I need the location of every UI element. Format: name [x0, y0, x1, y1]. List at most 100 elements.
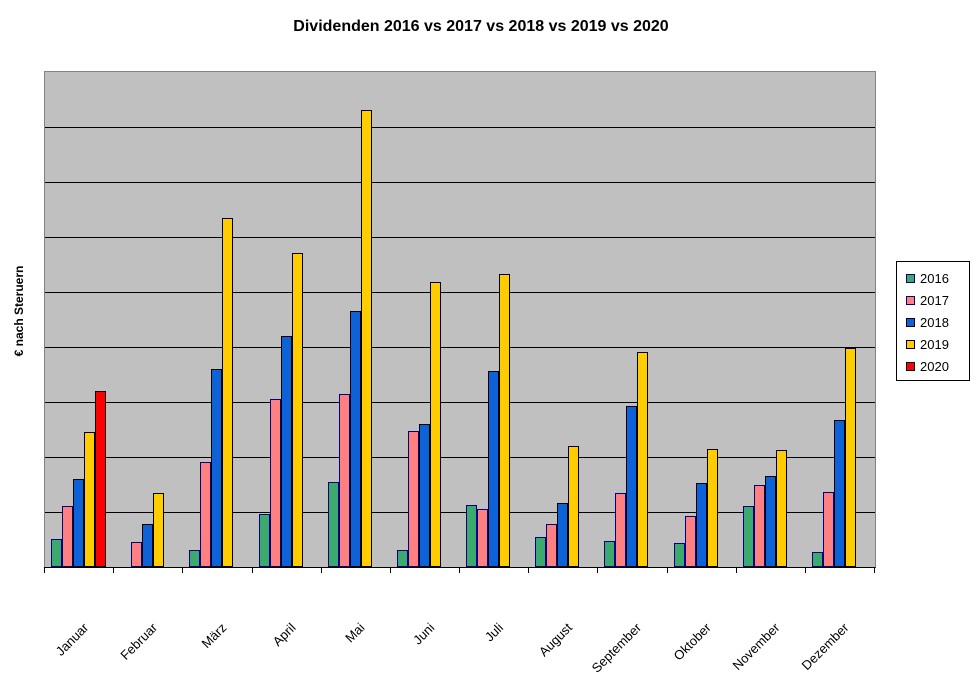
bar-2019-mai — [360, 110, 372, 567]
legend-swatch-2020 — [906, 361, 915, 371]
plot-area — [44, 71, 876, 568]
legend-swatch-2017 — [906, 295, 915, 305]
legend-swatch-2019 — [906, 339, 915, 349]
bar-2016-juli — [466, 505, 477, 567]
legend-item-2017: 2017 — [906, 289, 969, 311]
bar-2017-januar — [62, 506, 73, 567]
legend-item-2020: 2020 — [906, 355, 969, 377]
x-axis-tick — [320, 567, 322, 573]
x-label-oktober: Oktober — [670, 620, 714, 664]
bar-2019-august — [568, 446, 580, 567]
bar-2019-oktober — [706, 449, 718, 567]
bar-2017-oktober — [684, 516, 696, 567]
bar-2017-m-rz — [200, 462, 212, 567]
bar-2018-september — [626, 406, 638, 567]
bar-2017-august — [546, 524, 558, 567]
gridline — [45, 237, 875, 238]
x-label-m-rz: März — [198, 620, 230, 652]
legend-item-2018: 2018 — [906, 311, 969, 333]
x-axis-tick — [182, 567, 184, 573]
gridline — [45, 292, 875, 293]
x-label-januar: Januar — [52, 620, 92, 659]
legend-item-2016: 2016 — [906, 267, 969, 289]
x-label-september: September — [588, 620, 645, 676]
bar-2016-oktober — [673, 543, 685, 567]
bar-2018-november — [764, 476, 776, 567]
bar-2019-september — [637, 352, 649, 567]
bar-2016-juni — [396, 550, 408, 567]
legend-swatch-2018 — [906, 317, 915, 327]
x-label-august: August — [536, 620, 576, 660]
bar-2017-februar — [131, 542, 143, 567]
bar-2018-april — [280, 336, 292, 567]
bar-2018-juni — [418, 424, 430, 567]
x-axis-tick — [459, 567, 460, 573]
bar-2017-juli — [477, 509, 488, 567]
legend: 2016 2017 2018 2019 2020 — [896, 261, 970, 381]
y-axis-title: € nach Steruern — [12, 265, 26, 357]
bar-2018-august — [557, 503, 569, 567]
bar-2016-november — [742, 506, 754, 567]
bar-2016-m-rz — [189, 550, 201, 567]
bar-2018-m-rz — [211, 369, 223, 567]
x-axis-tick — [389, 567, 391, 573]
legend-label-2016: 2016 — [920, 270, 949, 286]
bar-2016-dezember — [811, 552, 823, 567]
x-axis-tick — [735, 567, 737, 573]
bar-2018-dezember — [833, 420, 845, 567]
bar-2016-september — [604, 541, 616, 567]
x-label-juni: Juni — [409, 620, 438, 648]
x-axis-tick — [597, 567, 599, 573]
bar-2019-juni — [429, 282, 441, 567]
gridline — [45, 182, 875, 183]
x-label-dezember: Dezember — [799, 620, 853, 674]
bar-2016-april — [258, 514, 270, 567]
x-label-juli: Juli — [481, 620, 507, 645]
legend-label-2017: 2017 — [920, 292, 949, 308]
x-axis-tick — [804, 567, 806, 573]
bar-2018-oktober — [695, 483, 707, 567]
bar-2017-dezember — [822, 492, 834, 567]
legend-label-2018: 2018 — [920, 314, 949, 330]
chart-title: Dividenden 2016 vs 2017 vs 2018 vs 2019 … — [293, 18, 669, 35]
gridline — [45, 347, 875, 348]
x-axis-tick — [44, 567, 45, 573]
bar-2019-april — [291, 253, 303, 567]
legend-label-2019: 2019 — [920, 336, 949, 352]
bar-2017-november — [753, 485, 765, 567]
x-label-februar: Februar — [117, 620, 161, 663]
bar-2019-dezember — [844, 348, 856, 567]
bar-2019-februar — [153, 493, 165, 567]
bar-2019-november — [775, 450, 787, 567]
bar-2016-august — [535, 537, 547, 567]
bar-2019-m-rz — [222, 218, 234, 567]
legend-label-2020: 2020 — [920, 358, 949, 374]
x-label-mai: Mai — [342, 620, 368, 646]
bar-2016-mai — [327, 482, 339, 567]
bar-2018-mai — [349, 311, 361, 567]
bar-2019-juli — [499, 274, 510, 567]
legend-swatch-2016 — [906, 273, 915, 283]
gridline — [45, 127, 875, 128]
x-axis-tick — [251, 567, 253, 573]
bar-2017-mai — [338, 394, 350, 567]
gridline — [45, 512, 875, 513]
bar-2018-februar — [142, 524, 154, 567]
bar-2017-juni — [407, 431, 419, 567]
bar-2017-april — [269, 399, 281, 567]
bar-2016-januar — [51, 539, 62, 567]
bar-2018-januar — [73, 479, 84, 567]
x-axis-tick — [666, 567, 668, 573]
x-axis-tick — [528, 567, 530, 573]
bar-2017-september — [615, 493, 627, 567]
bar-2019-januar — [84, 432, 95, 567]
x-label-november: November — [729, 620, 783, 674]
legend-item-2019: 2019 — [906, 333, 969, 355]
x-axis-tick — [113, 567, 115, 573]
x-axis-tick — [874, 567, 875, 573]
bar-2020-januar — [95, 391, 106, 567]
x-label-april: April — [269, 620, 299, 650]
gridline — [45, 402, 875, 403]
bar-2018-juli — [488, 371, 499, 567]
